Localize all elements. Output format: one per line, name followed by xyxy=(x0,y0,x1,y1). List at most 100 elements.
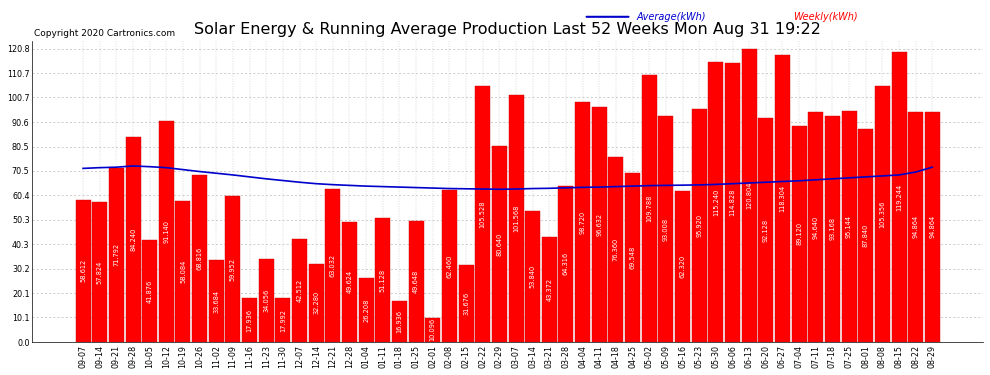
Text: 95.144: 95.144 xyxy=(846,215,852,238)
Bar xyxy=(525,211,541,342)
Bar xyxy=(575,102,590,342)
Text: 31.676: 31.676 xyxy=(463,292,469,315)
Text: 57.824: 57.824 xyxy=(97,260,103,284)
Text: 114.828: 114.828 xyxy=(730,189,736,216)
Text: 87.840: 87.840 xyxy=(862,224,869,247)
Bar xyxy=(326,189,341,342)
Text: 68.816: 68.816 xyxy=(197,247,203,270)
Bar xyxy=(692,109,707,342)
Text: 32.280: 32.280 xyxy=(313,291,319,315)
Text: 43.372: 43.372 xyxy=(546,278,552,301)
Bar xyxy=(158,121,174,342)
Text: 10.096: 10.096 xyxy=(430,318,436,341)
Bar xyxy=(258,260,273,342)
Bar xyxy=(492,146,507,342)
Text: 62.320: 62.320 xyxy=(679,255,685,278)
Bar xyxy=(109,168,124,342)
Text: Average(kWh): Average(kWh) xyxy=(636,12,706,22)
Text: 76.360: 76.360 xyxy=(613,238,619,261)
Bar xyxy=(842,111,856,342)
Text: 93.168: 93.168 xyxy=(830,217,836,240)
Bar xyxy=(458,265,473,342)
Text: 96.632: 96.632 xyxy=(596,213,602,236)
Text: 109.788: 109.788 xyxy=(646,195,652,222)
Bar xyxy=(426,318,441,342)
Text: 33.684: 33.684 xyxy=(213,290,219,313)
Bar xyxy=(442,190,457,342)
Bar xyxy=(309,264,324,342)
Bar xyxy=(558,186,573,342)
Bar xyxy=(875,86,890,342)
Text: 98.720: 98.720 xyxy=(579,210,586,234)
Bar xyxy=(226,196,241,342)
Text: 101.568: 101.568 xyxy=(513,205,519,232)
Text: 71.792: 71.792 xyxy=(114,243,120,266)
Text: 58.084: 58.084 xyxy=(180,260,186,283)
Text: 120.804: 120.804 xyxy=(746,182,752,209)
Bar xyxy=(742,49,756,342)
Text: 59.952: 59.952 xyxy=(230,258,236,281)
Bar xyxy=(625,173,641,342)
Bar xyxy=(92,202,107,342)
Text: Weekly(kWh): Weekly(kWh) xyxy=(793,12,857,22)
Text: 17.936: 17.936 xyxy=(247,309,252,332)
Text: 69.548: 69.548 xyxy=(630,246,636,269)
Text: Copyright 2020 Cartronics.com: Copyright 2020 Cartronics.com xyxy=(35,29,175,38)
Bar xyxy=(342,222,357,342)
Bar xyxy=(925,112,940,342)
Text: 115.240: 115.240 xyxy=(713,188,719,216)
Text: 93.008: 93.008 xyxy=(663,217,669,241)
Text: 62.460: 62.460 xyxy=(446,255,452,278)
FancyBboxPatch shape xyxy=(764,5,788,29)
Text: 105.356: 105.356 xyxy=(879,200,885,228)
Bar xyxy=(775,55,790,342)
Text: 64.316: 64.316 xyxy=(563,252,569,276)
Bar xyxy=(375,218,390,342)
Text: 89.120: 89.120 xyxy=(796,222,802,245)
Text: 95.920: 95.920 xyxy=(696,214,702,237)
Bar xyxy=(75,200,90,342)
Bar xyxy=(209,260,224,342)
Text: 119.244: 119.244 xyxy=(896,184,902,211)
Bar xyxy=(275,298,290,342)
Bar xyxy=(709,62,724,342)
Text: 34.056: 34.056 xyxy=(263,289,269,312)
Text: 94.864: 94.864 xyxy=(930,215,936,238)
Bar xyxy=(858,129,873,342)
Bar xyxy=(892,53,907,342)
Bar xyxy=(758,118,773,342)
Text: 58.612: 58.612 xyxy=(80,259,86,282)
Bar xyxy=(825,116,840,342)
Text: 94.640: 94.640 xyxy=(813,216,819,239)
Bar xyxy=(675,190,690,342)
Text: 91.140: 91.140 xyxy=(163,220,169,243)
Text: 26.208: 26.208 xyxy=(363,298,369,322)
Title: Solar Energy & Running Average Production Last 52 Weeks Mon Aug 31 19:22: Solar Energy & Running Average Productio… xyxy=(194,22,821,37)
Bar xyxy=(409,222,424,342)
Bar xyxy=(292,239,307,342)
Bar xyxy=(609,157,624,342)
Bar xyxy=(475,86,490,342)
Text: 51.128: 51.128 xyxy=(380,268,386,291)
Text: 92.128: 92.128 xyxy=(763,219,769,242)
Text: 63.032: 63.032 xyxy=(330,254,336,277)
Text: 49.648: 49.648 xyxy=(413,270,419,293)
Text: 105.528: 105.528 xyxy=(480,200,486,228)
Bar xyxy=(592,107,607,342)
Bar xyxy=(908,112,924,342)
Text: 80.640: 80.640 xyxy=(496,232,502,256)
Bar xyxy=(392,301,407,342)
Bar xyxy=(792,126,807,342)
Bar xyxy=(243,298,257,342)
Bar xyxy=(725,63,740,342)
Bar xyxy=(175,201,190,342)
Text: 94.864: 94.864 xyxy=(913,215,919,238)
Bar xyxy=(358,278,373,342)
Text: 118.304: 118.304 xyxy=(779,185,785,212)
Text: 84.240: 84.240 xyxy=(130,228,136,251)
Bar xyxy=(143,240,157,342)
Bar xyxy=(658,116,673,342)
Text: 41.876: 41.876 xyxy=(147,279,152,303)
Bar xyxy=(642,75,656,342)
Text: 42.512: 42.512 xyxy=(297,279,303,302)
